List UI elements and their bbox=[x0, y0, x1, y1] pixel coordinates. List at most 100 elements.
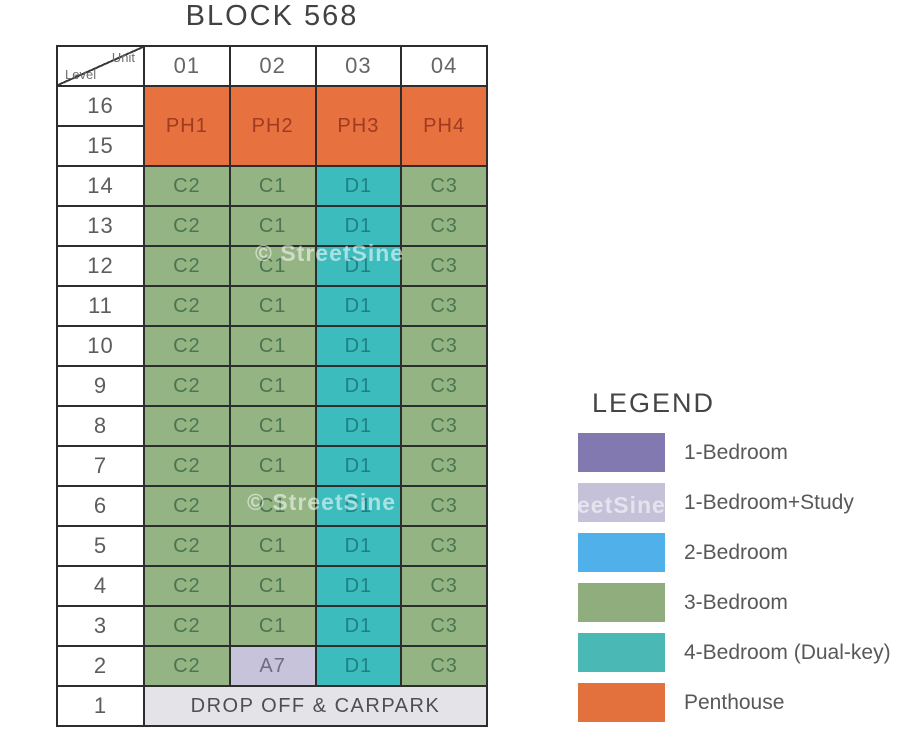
table-row: 8 C2 C1 D1 C3 bbox=[56, 405, 488, 447]
level-cell: 8 bbox=[56, 405, 145, 447]
unit-cell: C3 bbox=[400, 485, 488, 527]
column-header: 02 bbox=[228, 45, 317, 87]
table-row: 13 C2 C1 D1 C3 bbox=[56, 205, 488, 247]
level-cell: 16 bbox=[56, 85, 145, 127]
unit-cell: D1 bbox=[314, 365, 403, 407]
table-row: 10 C2 C1 D1 C3 bbox=[56, 325, 488, 367]
corner-level-label: Level bbox=[65, 67, 97, 82]
unit-cell: PH3 bbox=[314, 85, 403, 167]
level-cell: 7 bbox=[56, 445, 145, 487]
legend-label: Penthouse bbox=[684, 690, 785, 714]
table-row: 6 C2 C1 D1 C3 bbox=[56, 485, 488, 527]
unit-cell: C2 bbox=[143, 645, 231, 687]
level-cell: 15 bbox=[56, 125, 145, 167]
unit-cell: D1 bbox=[314, 245, 403, 287]
legend-item: Penthouse bbox=[578, 683, 891, 722]
unit-cell: D1 bbox=[314, 525, 403, 567]
unit-cell: C3 bbox=[400, 285, 488, 327]
legend-label: 1-Bedroom bbox=[684, 440, 788, 464]
legend-item: 3-Bedroom bbox=[578, 583, 891, 622]
legend-label: 2-Bedroom bbox=[684, 540, 788, 564]
unit-cell: D1 bbox=[314, 445, 403, 487]
legend-swatch bbox=[578, 633, 665, 672]
legend: LEGEND 1-Bedroom 1-Bedroom+Study 2-Bedroom… bbox=[578, 388, 891, 733]
unit-cell: C3 bbox=[400, 525, 488, 567]
legend-item: 2-Bedroom bbox=[578, 533, 891, 572]
table-row: 15 bbox=[56, 125, 487, 167]
table-corner-cell: Unit Level bbox=[56, 45, 145, 87]
unit-cell: C2 bbox=[143, 485, 231, 527]
unit-cell: C2 bbox=[143, 165, 231, 207]
level-cell: 6 bbox=[56, 485, 145, 527]
unit-cell: C2 bbox=[143, 285, 231, 327]
unit-cell: C2 bbox=[143, 525, 231, 567]
column-header: 04 bbox=[400, 45, 488, 87]
unit-cell: D1 bbox=[314, 605, 403, 647]
level-cell: 10 bbox=[56, 325, 145, 367]
unit-cell: C2 bbox=[143, 245, 231, 287]
table-row: 2 C2 A7 D1 C3 bbox=[56, 645, 488, 687]
level-cell: 14 bbox=[56, 165, 145, 207]
legend-label: 1-Bedroom+Study bbox=[684, 490, 854, 514]
unit-cell: C3 bbox=[400, 165, 488, 207]
unit-cell: C1 bbox=[228, 365, 317, 407]
unit-cell: PH1 bbox=[143, 85, 231, 167]
legend-swatch bbox=[578, 583, 665, 622]
table-row: 1 DROP OFF & CARPARK bbox=[56, 685, 488, 727]
unit-cell: C2 bbox=[143, 565, 231, 607]
table-row: 7 C2 C1 D1 C3 bbox=[56, 445, 488, 487]
unit-cell: D1 bbox=[314, 485, 403, 527]
unit-cell: C3 bbox=[400, 325, 488, 367]
unit-cell: C3 bbox=[400, 245, 488, 287]
unit-cell: C1 bbox=[228, 285, 317, 327]
table-row: 16 PH1 PH2 PH3 PH4 bbox=[56, 85, 488, 167]
legend-swatch bbox=[578, 683, 665, 722]
unit-cell: D1 bbox=[314, 325, 403, 367]
legend-item: 1-Bedroom+Study bbox=[578, 483, 891, 522]
table-row: 3 C2 C1 D1 C3 bbox=[56, 605, 488, 647]
column-header: 01 bbox=[143, 45, 231, 87]
unit-cell: C3 bbox=[400, 405, 488, 447]
legend-swatch bbox=[578, 433, 665, 472]
unit-cell: C3 bbox=[400, 205, 488, 247]
unit-cell: D1 bbox=[314, 285, 403, 327]
legend-items: 1-Bedroom 1-Bedroom+Study 2-Bedroom 3-Bedro… bbox=[578, 433, 891, 722]
unit-cell: C2 bbox=[143, 445, 231, 487]
legend-swatch bbox=[578, 483, 665, 522]
unit-cell: C1 bbox=[228, 445, 317, 487]
block-table-body: Unit Level 01 02 03 04 16 PH1 PH2 PH3 PH4 15 14 C2 C1 D… bbox=[56, 45, 488, 727]
level-cell: 5 bbox=[56, 525, 145, 567]
table-row: 11 C2 C1 D1 C3 bbox=[56, 285, 488, 327]
unit-cell: C2 bbox=[143, 405, 231, 447]
block-title: BLOCK 568 bbox=[185, 0, 359, 32]
unit-cell: C3 bbox=[400, 365, 488, 407]
table-row: 4 C2 C1 D1 C3 bbox=[56, 565, 488, 607]
unit-cell: C1 bbox=[228, 525, 317, 567]
unit-cell: C1 bbox=[228, 565, 317, 607]
unit-cell: D1 bbox=[314, 645, 403, 687]
unit-cell: A7 bbox=[228, 645, 317, 687]
unit-cell: C1 bbox=[228, 205, 317, 247]
table-row: 12 C2 C1 D1 C3 bbox=[56, 245, 488, 287]
column-header: 03 bbox=[314, 45, 403, 87]
table-header-row: Unit Level 01 02 03 04 bbox=[56, 45, 488, 87]
unit-cell: C2 bbox=[143, 325, 231, 367]
level-cell: 3 bbox=[56, 605, 145, 647]
legend-label: 3-Bedroom bbox=[684, 590, 788, 614]
unit-cell: C2 bbox=[143, 205, 231, 247]
unit-cell: C1 bbox=[228, 165, 317, 207]
unit-cell: C1 bbox=[228, 485, 317, 527]
unit-cell: D1 bbox=[314, 405, 403, 447]
unit-cell: PH4 bbox=[400, 85, 488, 167]
unit-cell: PH2 bbox=[228, 85, 317, 167]
unit-cell: C3 bbox=[400, 605, 488, 647]
ground-cell: DROP OFF & CARPARK bbox=[143, 685, 488, 727]
legend-title: LEGEND bbox=[592, 388, 716, 418]
unit-cell: C1 bbox=[228, 325, 317, 367]
unit-cell: D1 bbox=[314, 205, 403, 247]
unit-cell: C1 bbox=[228, 405, 317, 447]
unit-cell: C2 bbox=[143, 365, 231, 407]
table-row: 5 C2 C1 D1 C3 bbox=[56, 525, 488, 567]
legend-item: 4-Bedroom (Dual-key) bbox=[578, 633, 891, 672]
unit-cell: D1 bbox=[314, 565, 403, 607]
